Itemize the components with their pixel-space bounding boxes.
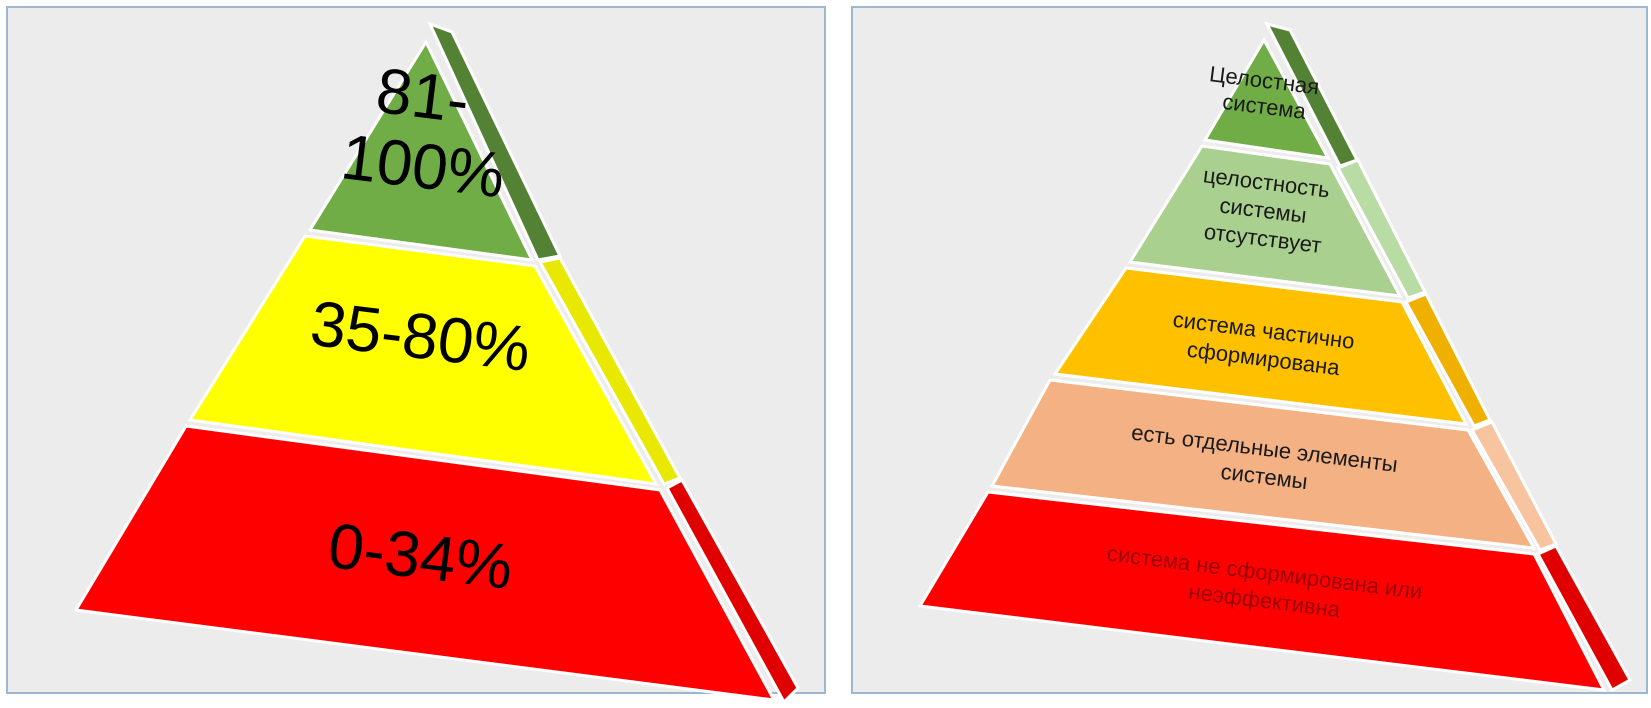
right-level-3-side	[1403, 292, 1493, 428]
right-level-3	[1052, 266, 1469, 426]
right-pyramid: Целостная система целостность системы от…	[917, 21, 1633, 693]
left-level-middle-side	[537, 256, 683, 486]
left-level-top-label: 81- 100%	[337, 51, 517, 212]
right-level-5-side	[1535, 544, 1633, 693]
left-level-top	[307, 38, 535, 262]
right-level-2-side	[1335, 158, 1428, 300]
right-level-4	[989, 378, 1537, 550]
right-level-5	[917, 490, 1607, 692]
right-level-1	[1202, 36, 1331, 160]
left-level-bottom	[73, 424, 777, 702]
left-level-middle	[187, 234, 659, 486]
left-level-top-side	[427, 21, 563, 262]
right-level-4-side	[1469, 420, 1559, 552]
right-level-2	[1127, 144, 1403, 298]
left-pyramid: 81- 100% 35-80% 0-34%	[73, 21, 800, 705]
left-level-bottom-side	[664, 477, 800, 705]
